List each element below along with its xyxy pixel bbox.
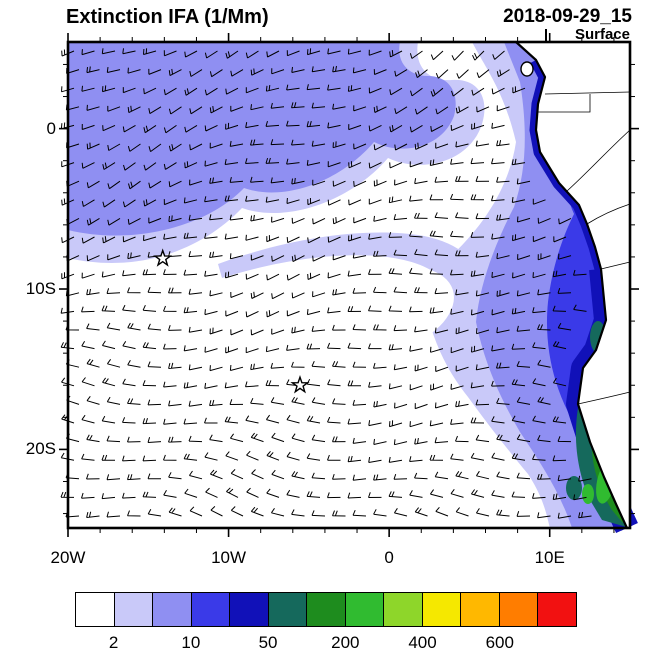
- colorbar-box-11: [460, 593, 499, 626]
- land-fill: [516, 42, 630, 528]
- y-tick-label: 0: [46, 118, 56, 138]
- colorbar-label: 600: [485, 633, 514, 652]
- country-borders: [538, 91, 631, 405]
- colorbar-box-12: [498, 593, 538, 626]
- colorbar-label: 50: [258, 633, 278, 652]
- map-plot: [59, 29, 639, 537]
- colorbar-box-4: [190, 593, 230, 626]
- coastline: [515, 41, 628, 529]
- x-tick-label: 20W: [50, 548, 86, 567]
- plot-border: [66, 40, 632, 530]
- star-marker: [290, 375, 310, 394]
- colorbar-box-10: [421, 593, 461, 626]
- plot-title: Extinction IFA (1/Mm): [66, 6, 269, 28]
- contour-wave-arm: [218, 232, 489, 358]
- colorbar-label: 2: [108, 633, 119, 652]
- plot-timestamp: 2018-09-29_15: [503, 6, 632, 27]
- colorbar-box-9: [383, 593, 422, 626]
- land-mask: [515, 41, 630, 529]
- contour-white-hollow: [326, 266, 454, 354]
- x-tick-label: 0: [384, 548, 394, 567]
- colorbar-box-3: [152, 593, 191, 626]
- colorbar-box-8: [344, 593, 384, 626]
- colorbar-box-6: [267, 593, 307, 626]
- colorbar-label: 10: [181, 633, 201, 652]
- contour-teal-spot-south: [566, 476, 582, 500]
- colorbar-box-7: [306, 593, 345, 626]
- x-tick-label: 10W: [211, 548, 247, 567]
- star-marker: [153, 248, 173, 267]
- colorbar-box-2: [113, 593, 153, 626]
- station-markers: [153, 248, 310, 394]
- island-bioko: [520, 61, 534, 77]
- colorbar-label: 200: [331, 633, 360, 652]
- colorbar-box-13: [537, 593, 576, 626]
- colorbar: [75, 592, 577, 627]
- level-label: Surface: [574, 26, 630, 43]
- colorbar-box-1: [76, 593, 114, 626]
- colorbar-label: 400: [408, 633, 437, 652]
- contour-bright-green-2: [582, 484, 594, 504]
- y-tick-label: 10S: [25, 279, 56, 298]
- colorbar-box-5: [229, 593, 268, 626]
- y-tick-label: 20S: [25, 439, 56, 459]
- x-tick-label: 10E: [534, 548, 565, 567]
